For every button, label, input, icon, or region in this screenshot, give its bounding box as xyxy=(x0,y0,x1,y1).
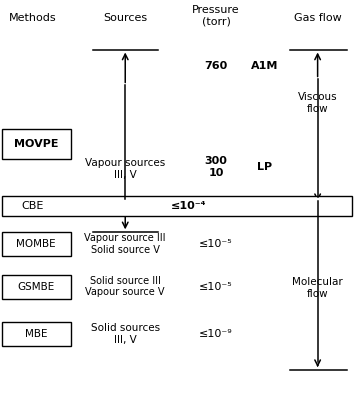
Text: Vapour sources
III, V: Vapour sources III, V xyxy=(85,158,166,179)
Bar xyxy=(2,129,71,159)
Text: MOMBE: MOMBE xyxy=(16,239,56,249)
Text: CBE: CBE xyxy=(21,201,44,211)
Text: GSMBE: GSMBE xyxy=(18,281,55,292)
Text: ≤10⁻⁵: ≤10⁻⁵ xyxy=(199,281,233,292)
Text: Methods: Methods xyxy=(9,13,57,23)
Text: MOVPE: MOVPE xyxy=(14,139,58,149)
Text: Solid sources
III, V: Solid sources III, V xyxy=(91,324,160,345)
Text: Sources: Sources xyxy=(103,13,147,23)
Bar xyxy=(2,322,71,346)
Text: ≤10⁻⁹: ≤10⁻⁹ xyxy=(199,329,233,339)
Bar xyxy=(2,232,71,256)
Text: Gas flow: Gas flow xyxy=(294,13,342,23)
Text: Vapour source III
Solid source V: Vapour source III Solid source V xyxy=(85,233,166,255)
Text: 760: 760 xyxy=(204,60,228,71)
Text: ≤10⁻⁴: ≤10⁻⁴ xyxy=(171,201,207,211)
Text: A1M: A1M xyxy=(251,60,279,71)
Bar xyxy=(2,196,352,216)
Text: LP: LP xyxy=(257,162,273,172)
Text: MBE: MBE xyxy=(25,329,48,339)
Text: ≤10⁻⁵: ≤10⁻⁵ xyxy=(199,239,233,249)
Text: Molecular
flow: Molecular flow xyxy=(292,277,343,299)
Text: Pressure
(torr): Pressure (torr) xyxy=(192,5,240,27)
Text: 300
10: 300 10 xyxy=(204,156,228,177)
Text: Viscous
flow: Viscous flow xyxy=(298,93,338,114)
Bar xyxy=(2,275,71,299)
Text: Solid source III
Vapour source V: Solid source III Vapour source V xyxy=(85,276,165,297)
